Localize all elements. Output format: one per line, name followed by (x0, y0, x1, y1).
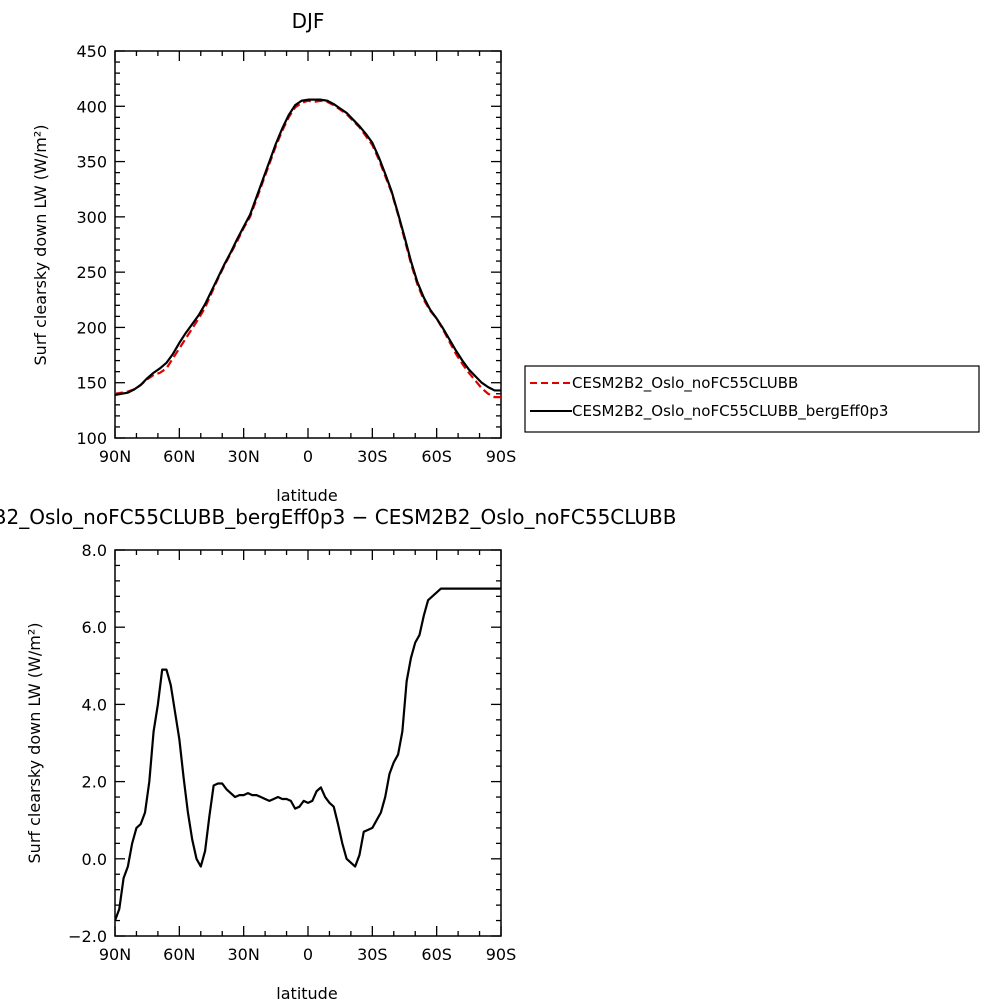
bottom-x-tick-label: 30S (357, 945, 388, 964)
top-x-tick-label: 0 (303, 447, 313, 466)
bottom-y-tick-label: −2.0 (68, 927, 107, 946)
top-chart-title: DJF (292, 9, 325, 33)
bottom-x-tick-label: 90S (486, 945, 517, 964)
top-x-tick-label: 30N (228, 447, 260, 466)
bottom-plot-area: 90N 60N 30N 0 30S 60S 90S −2.0 0.0 2.0 4.0 6.0 8.0 (68, 541, 516, 964)
top-x-tick-label: 60S (421, 447, 452, 466)
top-y-tick-label: 350 (76, 153, 107, 172)
bottom-y-tick-label: 8.0 (82, 541, 107, 560)
bottom-frame (114, 549, 502, 937)
top-y-tick-label: 250 (76, 263, 107, 282)
bottom-chart: CESM2B2_Oslo_noFC55CLUBB_bergEff0p3 − CE… (0, 505, 677, 1003)
top-y-tick-label: 100 (76, 429, 107, 448)
bottom-y-tick-label: 6.0 (82, 618, 107, 637)
top-frame (114, 50, 502, 439)
top-y-tick-label: 150 (76, 374, 107, 393)
legend-label-series-1: CESM2B2_Oslo_noFC55CLUBB (572, 374, 798, 393)
legend: CESM2B2_Oslo_noFC55CLUBB CESM2B2_Oslo_no… (524, 365, 980, 433)
top-x-tick-label: 60N (163, 447, 195, 466)
bottom-series-1-line (115, 587, 501, 921)
legend-label-series-2: CESM2B2_Oslo_noFC55CLUBB_bergEff0p3 (572, 402, 888, 421)
top-y-tick-label: 200 (76, 318, 107, 337)
bottom-y-axis-title: Surf clearsky down LW (W/m²) (25, 623, 44, 864)
top-chart: DJF 90N 60N 30N 0 30S 60S 90S 100 150 200 250 300 35… (31, 9, 516, 505)
legend-box (524, 365, 980, 433)
top-y-tick-label: 300 (76, 208, 107, 227)
bottom-x-tick-label: 0 (303, 945, 313, 964)
bottom-y-tick-label: 0.0 (82, 850, 107, 869)
bottom-y-tick-label: 2.0 (82, 773, 107, 792)
top-y-tick-label: 450 (76, 42, 107, 61)
bottom-x-tick-label: 60S (421, 945, 452, 964)
top-series-2-line (115, 98, 501, 396)
bottom-x-tick-label: 90N (99, 945, 131, 964)
bottom-x-tick-label: 30N (228, 945, 260, 964)
bottom-x-axis-title: latitude (276, 984, 337, 1003)
top-y-axis-title: Surf clearsky down LW (W/m²) (31, 125, 50, 366)
top-x-tick-label: 30S (357, 447, 388, 466)
bottom-y-tick-label: 4.0 (82, 695, 107, 714)
top-plot-area: 90N 60N 30N 0 30S 60S 90S 100 150 200 250 300 350 400… (76, 42, 516, 466)
top-y-tick-label: 400 (76, 97, 107, 116)
top-x-tick-label: 90N (99, 447, 131, 466)
top-x-tick-label: 90S (486, 447, 517, 466)
bottom-x-tick-label: 60N (163, 945, 195, 964)
bottom-chart-title: CESM2B2_Oslo_noFC55CLUBB_bergEff0p3 − CE… (0, 505, 677, 529)
top-x-axis-title: latitude (276, 486, 337, 505)
